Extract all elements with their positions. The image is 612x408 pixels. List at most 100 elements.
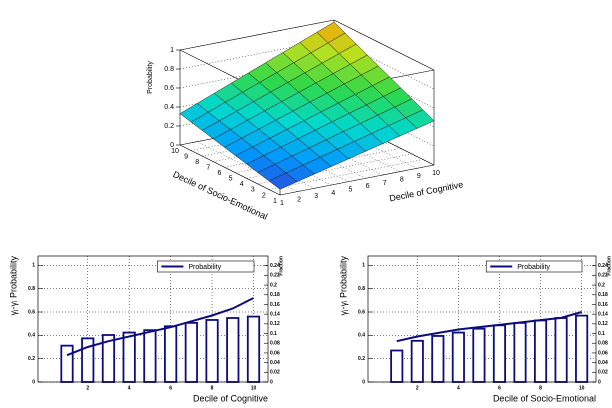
y2-tick-label: 0.06 [270,350,280,356]
bar [554,317,568,383]
y2-tick-label: 0.16 [598,302,608,308]
legend-box [485,260,583,273]
x-tick-label: 4 [331,190,335,197]
surface-cell [268,172,298,190]
y2-tick-label: 0.1 [270,331,277,337]
grid-line [179,144,281,196]
y2-tick-label: 0.08 [270,341,280,347]
bar [431,335,445,383]
bar [164,325,178,383]
bar [246,315,261,383]
bar [390,349,404,383]
x-tick-label: 2 [416,385,419,391]
y-tick-label: 6 [217,170,221,177]
bar [533,319,548,383]
box-edge [333,19,435,71]
y-tick-label: 0.8 [358,286,365,292]
x-tick-label: 8 [211,385,214,391]
bar [472,327,486,383]
y2-tick-label: 0 [598,379,601,385]
y2-tick-label: 0.08 [598,341,608,347]
y-axis-title: γⱼ-γᵢ Probability [338,256,348,316]
z-tick-label: 0.2 [164,123,174,130]
y2-tick-label: 0.04 [270,360,280,366]
x-tick-label: 5 [348,187,352,194]
y-tick-label: 7 [206,165,210,172]
line [396,311,582,343]
x-tick-label: 6 [366,183,370,190]
y-tick-label: 1 [273,198,277,205]
z-tick-label: 1 [170,47,174,54]
y2-tick-label: 0.02 [270,370,280,376]
y2-tick-label: 0.2 [598,282,605,288]
z-axis-title: Probability [147,61,154,94]
bar [513,321,527,383]
y-tick-label: 0.6 [28,309,35,315]
y-tick-label: 1 [32,263,35,269]
y2-tick-label: 0.04 [598,360,608,366]
x-tick-label: 10 [251,385,257,391]
z-tick-label: 0 [170,142,174,149]
x-tick-label: 1 [280,200,284,207]
y-tick-label: 0.4 [28,333,35,339]
y2-tick-label: 0.14 [270,311,280,317]
y-tick-label: 9 [184,153,188,160]
y-tick-label: 5 [229,176,233,183]
y-tick-label: 2 [262,192,266,199]
y-tick-label: 0.2 [28,356,35,362]
x-tick-label: 3 [314,193,318,200]
x-axis-title: Decile of Cognitive [193,393,268,403]
y-axis-title: γⱼ-γᵢ Probability [8,256,18,316]
bar [451,331,465,383]
x-tick-label: 10 [432,170,440,177]
y2-tick-label: 0.22 [270,273,280,279]
y2-tick-label: 0.22 [598,273,608,279]
bar [184,321,198,383]
y-tick-label: 0.4 [358,333,365,339]
y2-tick-label: 0.14 [598,311,608,317]
y-tick-label: 0.2 [358,356,365,362]
x-tick-label: 9 [417,173,421,180]
bar [143,329,157,383]
y2-tick-label: 0.16 [270,302,280,308]
x-tick-label: 2 [86,385,89,391]
bar [575,314,589,383]
y-tick-label: 0 [362,379,365,385]
y2-tick-label: 0.1 [598,331,605,337]
z-tick-label: 0.8 [164,66,174,73]
bar [410,339,424,383]
y2-tick-label: 0.12 [598,321,608,327]
z-tick-label: 0.4 [164,104,174,111]
line [66,297,254,357]
x-tick-label: 4 [457,385,460,391]
y2-tick-label: 0.18 [270,292,280,298]
x-tick-label: 6 [169,385,172,391]
bar [122,331,136,383]
legend-label: Probability [517,264,550,271]
y2-tick-label: 0.24 [598,263,608,269]
grid-line [179,19,435,71]
plot-frame [367,255,597,383]
y2-tick-label: 0.18 [598,292,608,298]
y2-tick-label: 0.2 [270,282,277,288]
grid-line [279,164,435,196]
x-tick-label: 7 [383,180,387,187]
legend-label: Probability [188,264,221,271]
x-tick-label: 4 [128,385,131,391]
y2-axis-title: Fraction [606,256,612,276]
legend-box [157,260,255,273]
y-tick-label: 4 [240,181,244,188]
x-tick-label: 6 [498,385,501,391]
y-tick-label: 0 [32,379,35,385]
y-tick-label: 8 [195,159,199,166]
y2-tick-label: 0.12 [270,321,280,327]
bar [492,324,507,383]
y-tick-label: 3 [251,187,255,194]
bar [60,344,74,383]
plot-frame [37,255,269,383]
z-tick-label: 0.6 [164,85,174,92]
y2-axis-title: Fraction [278,256,284,276]
x-tick-label: 8 [539,385,542,391]
x-tick-label: 10 [579,385,585,391]
bar [226,317,240,383]
